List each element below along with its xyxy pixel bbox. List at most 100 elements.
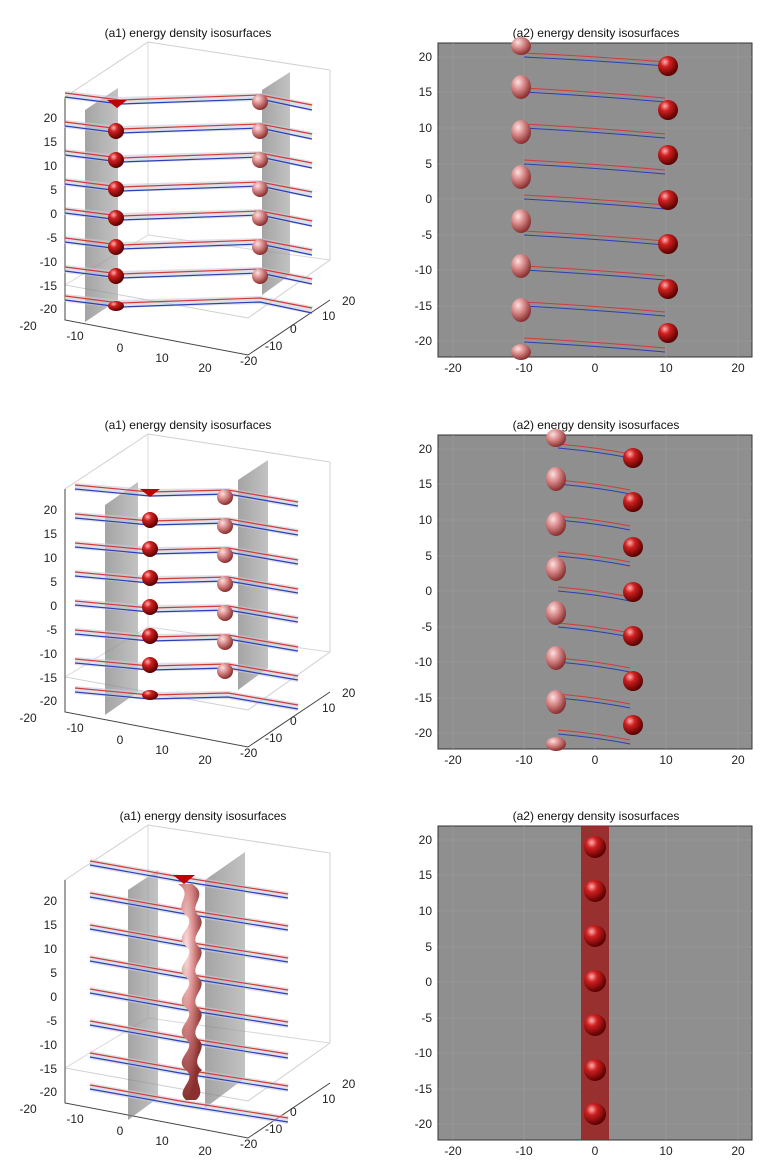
svg-text:-5: -5 — [421, 228, 432, 242]
y-axis-ticks: 20 15 10 5 0 -5 -10 -15 -20 — [415, 833, 433, 1131]
x-axis-ticks: -20 -10 0 10 20 — [444, 753, 745, 767]
svg-text:10: 10 — [659, 361, 673, 375]
bead-column-left — [511, 37, 531, 360]
axes-frame — [64, 97, 331, 356]
svg-text:0: 0 — [425, 975, 432, 989]
svg-text:10: 10 — [155, 1134, 169, 1148]
y-axis-ticks: 20 10 0 -10 -20 — [240, 1077, 356, 1151]
svg-text:-10: -10 — [415, 263, 433, 277]
row2-left-3d-plot: (a1) energy density isosurfaces — [19, 418, 355, 767]
svg-text:10: 10 — [322, 701, 336, 715]
bead-chain-merged — [173, 875, 202, 1100]
svg-text:20: 20 — [731, 753, 745, 767]
svg-text:0: 0 — [117, 1124, 124, 1138]
svg-text:-10: -10 — [40, 1038, 58, 1052]
svg-text:10: 10 — [322, 309, 336, 323]
string-lines — [64, 91, 313, 314]
svg-text:15: 15 — [419, 477, 433, 491]
svg-text:20: 20 — [198, 753, 212, 767]
panel-title: (a2) energy density isosurfaces — [513, 418, 680, 432]
svg-text:15: 15 — [44, 918, 58, 932]
panel-title: (a1) energy density isosurfaces — [105, 418, 272, 432]
svg-text:10: 10 — [659, 1144, 673, 1158]
svg-text:0: 0 — [592, 753, 599, 767]
row3-right-2d-plot: (a2) energy density isosurfaces 20 15 10… — [415, 809, 753, 1158]
panel-title: (a1) energy density isosurfaces — [105, 26, 272, 40]
svg-text:-20: -20 — [40, 694, 58, 708]
svg-text:15: 15 — [419, 868, 433, 882]
bead-column-left — [107, 100, 127, 311]
svg-text:0: 0 — [290, 1105, 297, 1119]
panel-title: (a2) energy density isosurfaces — [513, 809, 680, 823]
svg-text:10: 10 — [155, 743, 169, 757]
svg-text:5: 5 — [50, 183, 57, 197]
svg-text:-20: -20 — [19, 711, 37, 725]
svg-text:0: 0 — [592, 1144, 599, 1158]
svg-text:-15: -15 — [415, 1082, 433, 1096]
domain-wall-plane — [85, 88, 118, 322]
bead-chain — [584, 836, 606, 1125]
domain-wall-plane — [238, 460, 268, 690]
svg-text:-5: -5 — [421, 1011, 432, 1025]
svg-text:-10: -10 — [66, 721, 84, 735]
z-axis-ticks: 20 15 10 5 0 -5 -10 -15 -20 — [40, 111, 58, 316]
svg-text:-20: -20 — [40, 302, 58, 316]
panel-title: (a1) energy density isosurfaces — [120, 809, 287, 823]
svg-text:15: 15 — [44, 135, 58, 149]
svg-text:-5: -5 — [46, 623, 57, 637]
svg-text:10: 10 — [659, 753, 673, 767]
svg-text:20: 20 — [342, 1077, 356, 1091]
string-lines — [89, 859, 289, 1124]
svg-text:-10: -10 — [415, 655, 433, 669]
svg-text:0: 0 — [290, 714, 297, 728]
svg-text:20: 20 — [419, 442, 433, 456]
x-axis-ticks: -20 -10 0 10 20 — [444, 361, 745, 375]
axes-frame — [64, 489, 331, 748]
svg-text:0: 0 — [290, 322, 297, 336]
svg-text:20: 20 — [419, 833, 433, 847]
svg-text:-20: -20 — [444, 753, 462, 767]
bead-column-right — [623, 448, 643, 735]
svg-text:-10: -10 — [415, 1046, 433, 1060]
y-axis-ticks: 20 15 10 5 0 -5 -10 -15 -20 — [415, 50, 433, 348]
svg-text:-5: -5 — [421, 620, 432, 634]
svg-text:10: 10 — [44, 551, 58, 565]
svg-text:20: 20 — [198, 361, 212, 375]
svg-text:0: 0 — [425, 584, 432, 598]
svg-text:-10: -10 — [265, 1122, 283, 1136]
svg-text:10: 10 — [419, 513, 433, 527]
svg-text:0: 0 — [50, 990, 57, 1004]
svg-text:10: 10 — [44, 159, 58, 173]
axes-frame — [64, 880, 331, 1139]
svg-text:-20: -20 — [415, 1117, 433, 1131]
svg-text:-15: -15 — [40, 279, 58, 293]
svg-text:10: 10 — [155, 351, 169, 365]
svg-text:-20: -20 — [444, 361, 462, 375]
string-lines — [523, 52, 666, 353]
svg-text:10: 10 — [322, 1092, 336, 1106]
svg-text:15: 15 — [419, 85, 433, 99]
y-axis-ticks: 20 10 0 -10 -20 — [240, 294, 356, 368]
svg-text:-20: -20 — [444, 1144, 462, 1158]
string-lines — [74, 483, 299, 711]
svg-text:20: 20 — [44, 503, 58, 517]
svg-text:-20: -20 — [240, 746, 258, 760]
svg-text:20: 20 — [342, 686, 356, 700]
y-axis-ticks: 20 15 10 5 0 -5 -10 -15 -20 — [415, 442, 433, 740]
svg-text:-15: -15 — [415, 299, 433, 313]
svg-text:10: 10 — [419, 121, 433, 135]
row1-right-2d-plot: (a2) energy density isosurfaces — [415, 26, 753, 375]
x-axis-ticks: -20 -10 0 10 20 — [444, 1144, 745, 1158]
x-axis-ticks: -20 -10 0 10 20 — [19, 711, 212, 767]
svg-text:-10: -10 — [265, 339, 283, 353]
bead-column-left — [140, 489, 160, 700]
svg-text:20: 20 — [419, 50, 433, 64]
svg-text:-15: -15 — [415, 691, 433, 705]
svg-text:5: 5 — [50, 575, 57, 589]
row1-left-3d-plot: (a1) energy density isosurfaces — [19, 26, 355, 375]
x-axis-ticks: -20 -10 0 10 20 — [19, 319, 212, 375]
svg-text:-5: -5 — [46, 231, 57, 245]
svg-text:-10: -10 — [40, 647, 58, 661]
svg-text:0: 0 — [425, 192, 432, 206]
svg-text:-20: -20 — [19, 1102, 37, 1116]
